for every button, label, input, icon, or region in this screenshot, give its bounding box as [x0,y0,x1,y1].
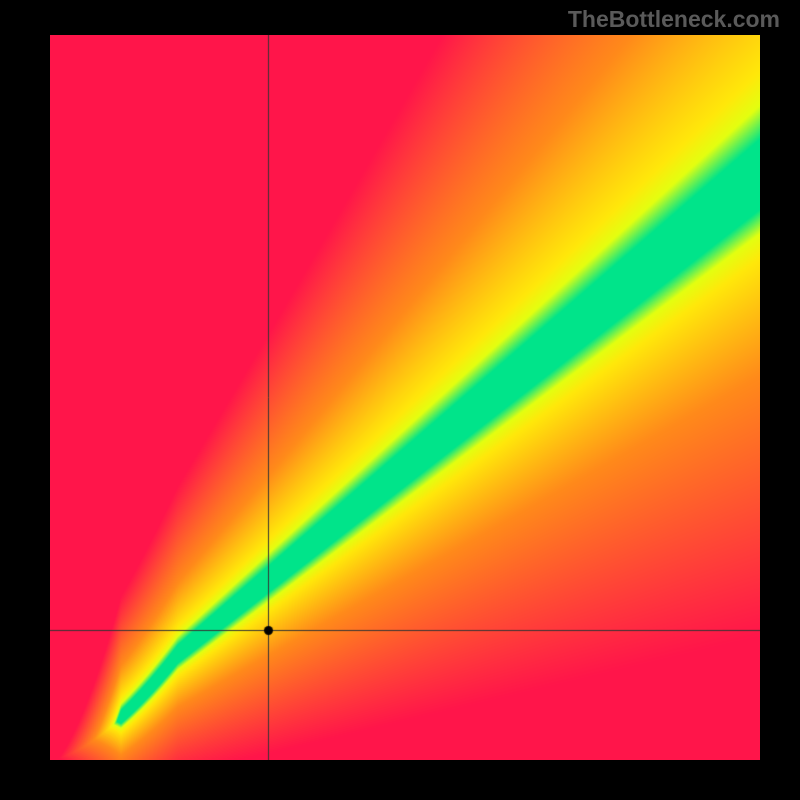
watermark-text: TheBottleneck.com [568,6,780,33]
bottleneck-heatmap [50,35,760,760]
